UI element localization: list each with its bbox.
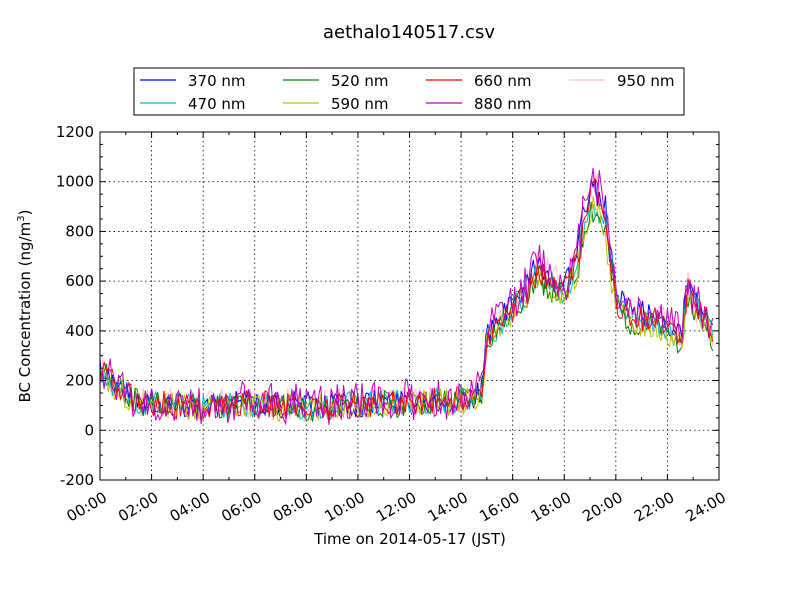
legend-label: 590 nm xyxy=(331,95,389,113)
legend-label: 660 nm xyxy=(474,72,532,90)
series-line-880-nm xyxy=(99,167,714,426)
series-line-370-nm xyxy=(99,178,714,419)
legend-label: 470 nm xyxy=(188,95,246,113)
x-tick-label: 18:00 xyxy=(528,488,574,525)
plot-area xyxy=(99,167,714,426)
x-tick-label: 10:00 xyxy=(321,488,367,525)
x-tick-label: 20:00 xyxy=(579,488,625,525)
series-line-470-nm xyxy=(99,203,714,420)
legend-label: 880 nm xyxy=(474,95,532,113)
y-axis-label-suffix: ) xyxy=(16,210,34,216)
legend: 370 nm 470 nm 520 nm 590 nm 660 nm 880 nm 950 … xyxy=(133,67,685,116)
y-tick-label: 1000 xyxy=(56,173,94,191)
x-tick-label: 24:00 xyxy=(683,488,729,525)
x-tick-label: 14:00 xyxy=(425,488,471,525)
x-tick-label: 12:00 xyxy=(373,488,419,525)
x-tick-label: 08:00 xyxy=(270,488,316,525)
y-tick-label: 200 xyxy=(65,372,94,390)
y-axis-label-main: BC Concentration (ng/m xyxy=(16,222,34,403)
x-tick-label: 22:00 xyxy=(631,488,677,525)
x-tick-label: 06:00 xyxy=(218,488,264,525)
legend-label: 950 nm xyxy=(617,72,675,90)
chart-title: aethalo140517.csv xyxy=(323,22,495,43)
y-tick-label: 600 xyxy=(65,272,94,290)
y-tick-label: 800 xyxy=(65,222,94,240)
x-tick-label: 04:00 xyxy=(167,488,213,525)
y-tick-label: 0 xyxy=(84,421,94,439)
y-tick-label: -200 xyxy=(60,471,94,489)
x-axis-label: Time on 2014-05-17 (JST) xyxy=(313,530,506,548)
x-tick-label: 02:00 xyxy=(115,488,161,525)
x-tick-label: 16:00 xyxy=(476,488,522,525)
y-tick-label: 400 xyxy=(65,322,94,340)
legend-label: 370 nm xyxy=(188,72,246,90)
legend-label: 520 nm xyxy=(331,72,389,90)
y-axis-label-superscript: 3 xyxy=(16,215,27,221)
y-axis-label: BC Concentration (ng/m3) xyxy=(16,210,34,403)
axis-ticks: -200 0 200 400 600 800 1000 1200 00:00 02:00 04:00… xyxy=(56,123,729,525)
y-tick-label: 1200 xyxy=(56,123,94,141)
x-tick-label: 00:00 xyxy=(64,488,110,525)
